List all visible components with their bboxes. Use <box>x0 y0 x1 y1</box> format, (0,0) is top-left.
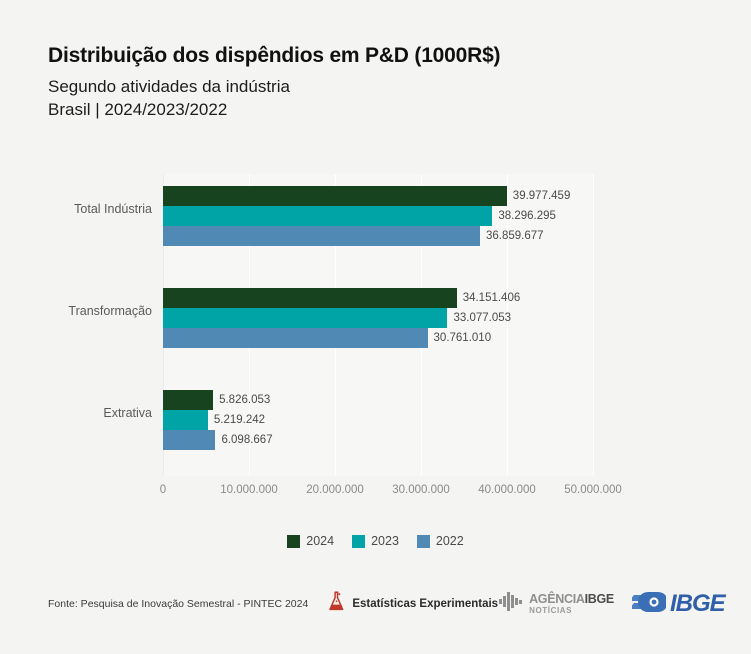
flask-icon <box>328 591 345 617</box>
bars-layer: 39.977.459 38.296.295 36.859.677 34.151.406… <box>163 174 723 476</box>
bar-row: 5.826.053 <box>163 390 723 410</box>
bar-value-label: 39.977.459 <box>512 190 571 202</box>
experimental-statistics-label: Estatísticas Experimentais <box>352 598 499 610</box>
bar-row: 6.098.667 <box>163 430 723 450</box>
legend-swatch <box>352 534 366 548</box>
bar-2023[interactable] <box>163 206 493 226</box>
bar-row: 39.977.459 <box>163 186 723 206</box>
bar-2024[interactable] <box>163 288 457 308</box>
bar-row: 34.151.406 <box>163 288 723 308</box>
bar-2022[interactable] <box>163 430 216 450</box>
y-axis-label: Total Indústria <box>74 202 152 216</box>
experimental-statistics-badge: Estatísticas Experimentais <box>328 591 498 617</box>
bar-row: 30.761.010 <box>163 328 723 348</box>
bar-value-label: 33.077.053 <box>453 312 512 324</box>
agencia-word: AGÊNCIA <box>529 592 585 607</box>
bar-value-label: 5.826.053 <box>219 394 271 406</box>
chart-subtitle: Segundo atividades da indústria Brasil |… <box>48 76 708 122</box>
gridline <box>507 174 508 476</box>
gridline <box>593 174 594 476</box>
bar-row: 38.296.295 <box>163 206 723 226</box>
agencia-ibge-noticias-logo: AGÊNCIAIBGE NOTÍCIAS <box>498 590 614 619</box>
chart-footer: Fonte: Pesquisa de Inovação Semestral - … <box>48 586 726 622</box>
bar-group: 34.151.406 33.077.053 30.761.010 <box>163 288 723 348</box>
page-title: Distribuição dos dispêndios em P&D (1000… <box>48 44 501 67</box>
x-axis-tick-label: 40.000.000 <box>478 484 536 496</box>
agencia-mark-icon <box>498 590 524 619</box>
legend-swatch <box>287 534 301 548</box>
agencia-noticias-word: NOTÍCIAS <box>529 605 573 615</box>
bar-value-label: 5.219.242 <box>213 414 266 426</box>
bar-group: 5.826.053 5.219.242 6.098.667 <box>163 390 723 450</box>
x-axis-ticks: 0 10.000.000 20.000.000 30.000.000 40.000.00… <box>159 484 622 504</box>
x-axis-tick-label: 20.000.000 <box>306 484 364 496</box>
ibge-mark-icon <box>628 589 668 620</box>
bar-2023[interactable] <box>163 410 208 430</box>
agencia-logo-text: AGÊNCIAIBGE NOTÍCIAS <box>529 593 614 615</box>
legend-item-2022[interactable]: 2022 <box>416 534 464 548</box>
x-axis-tick-label: 0 <box>159 484 167 496</box>
bar-value-label: 34.151.406 <box>462 292 521 304</box>
subtitle-line-2: Brasil | 2024/2023/2022 <box>48 100 228 120</box>
y-axis-category-labels: Total Indústria Transformação Extrativa <box>0 168 152 476</box>
bar-2024[interactable] <box>163 390 214 410</box>
bar-value-label: 6.098.667 <box>221 434 273 446</box>
subtitle-line-1: Segundo atividades da indústria <box>48 77 290 97</box>
legend-swatch <box>416 534 430 548</box>
legend-item-2024[interactable]: 2024 <box>287 534 334 548</box>
bar-group: 39.977.459 38.296.295 36.859.677 <box>163 186 723 246</box>
legend-label: 2023 <box>371 534 399 548</box>
bar-row: 5.219.242 <box>163 410 723 430</box>
y-axis-label: Transformação <box>68 304 152 318</box>
legend-label: 2022 <box>435 534 464 548</box>
chart-plot-wrapper: Total Indústria Transformação Extrativa 39… <box>0 168 751 488</box>
ibge-logo: IBGE <box>628 589 726 620</box>
bar-2022[interactable] <box>163 328 428 348</box>
chart-header: Distribuição dos dispêndios em P&D (1000… <box>48 44 708 122</box>
bar-value-label: 36.859.677 <box>485 230 544 242</box>
bar-row: 33.077.053 <box>163 308 723 328</box>
bar-row: 36.859.677 <box>163 226 723 246</box>
bar-2022[interactable] <box>163 226 480 246</box>
legend-item-2023[interactable]: 2023 <box>352 534 399 548</box>
x-axis-tick-label: 10.000.000 <box>220 484 278 496</box>
bar-value-label: 30.761.010 <box>433 332 492 344</box>
chart-legend: 2024 2023 2022 <box>0 534 751 548</box>
ibge-logo-text: IBGE <box>669 590 726 617</box>
y-axis-label: Extrativa <box>103 406 152 420</box>
source-note: Fonte: Pesquisa de Inovação Semestral - … <box>48 598 309 610</box>
agencia-ibge-word: IBGE <box>584 592 615 607</box>
x-axis-tick-label: 30.000.000 <box>392 484 450 496</box>
bar-2023[interactable] <box>163 308 448 328</box>
x-axis-tick-label: 50.000.000 <box>564 484 622 496</box>
bar-2024[interactable] <box>163 186 507 206</box>
legend-label: 2024 <box>306 534 335 548</box>
bar-value-label: 38.296.295 <box>498 210 556 222</box>
footer-logos: AGÊNCIAIBGE NOTÍCIAS IBGE <box>498 589 726 620</box>
